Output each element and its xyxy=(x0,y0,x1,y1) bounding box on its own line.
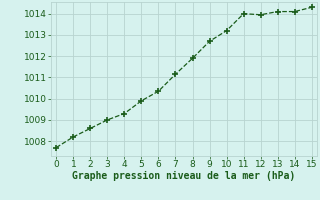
X-axis label: Graphe pression niveau de la mer (hPa): Graphe pression niveau de la mer (hPa) xyxy=(72,171,296,181)
